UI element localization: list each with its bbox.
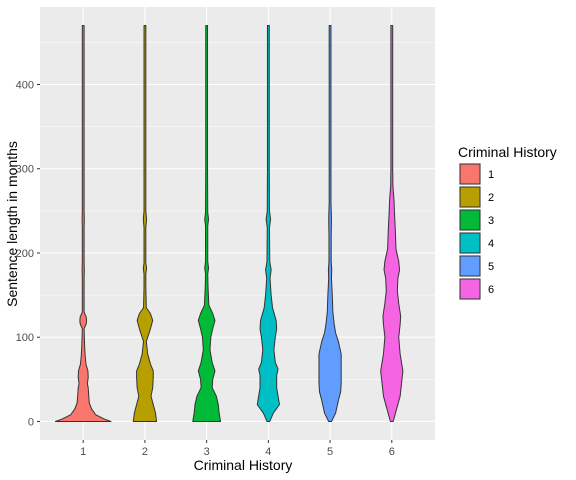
legend-swatch-2: [459, 186, 481, 208]
legend-label-6: 6: [488, 284, 494, 296]
plot-panel: [40, 7, 435, 440]
x-tick-label: 5: [327, 446, 333, 458]
y-axis-title: Sentence length in months: [4, 141, 20, 307]
x-tick-label: 4: [265, 446, 271, 458]
legend-swatch-4: [459, 232, 481, 254]
legend-label-2: 2: [488, 192, 494, 204]
legend-swatch-1: [459, 163, 481, 185]
violin-2: [132, 25, 158, 422]
grid-minor: [40, 42, 435, 380]
violin-5: [318, 25, 342, 422]
legend-label-4: 4: [488, 238, 494, 250]
y-axis: 0 100 200 300 400: [16, 80, 40, 428]
violin-3: [192, 25, 222, 422]
violins: [54, 25, 404, 422]
violin-4: [256, 25, 280, 422]
legend: Criminal History 1 2 3 4 5 6: [458, 144, 557, 300]
legend-label-3: 3: [488, 215, 494, 227]
x-tick-label: 1: [80, 446, 86, 458]
legend-swatch-3: [459, 209, 481, 231]
legend-label-1: 1: [488, 169, 494, 181]
legend-swatch-5: [459, 255, 481, 277]
legend-label-5: 5: [488, 261, 494, 273]
y-tick-label: 100: [16, 332, 34, 344]
x-tick-label: 2: [142, 446, 148, 458]
violin-6: [380, 25, 404, 422]
y-tick-label: 0: [28, 416, 34, 428]
y-tick-label: 300: [16, 164, 34, 176]
legend-title: Criminal History: [458, 144, 557, 160]
y-tick-label: 200: [16, 248, 34, 260]
x-tick-label: 6: [389, 446, 395, 458]
legend-swatch-6: [459, 278, 481, 300]
violin-1: [54, 25, 112, 422]
legend-items: 1 2 3 4 5 6: [459, 163, 494, 300]
x-axis: 1 2 3 4 5 6: [80, 440, 395, 458]
x-axis-title: Criminal History: [194, 457, 293, 473]
x-tick-label: 3: [204, 446, 210, 458]
y-tick-label: 400: [16, 80, 34, 92]
